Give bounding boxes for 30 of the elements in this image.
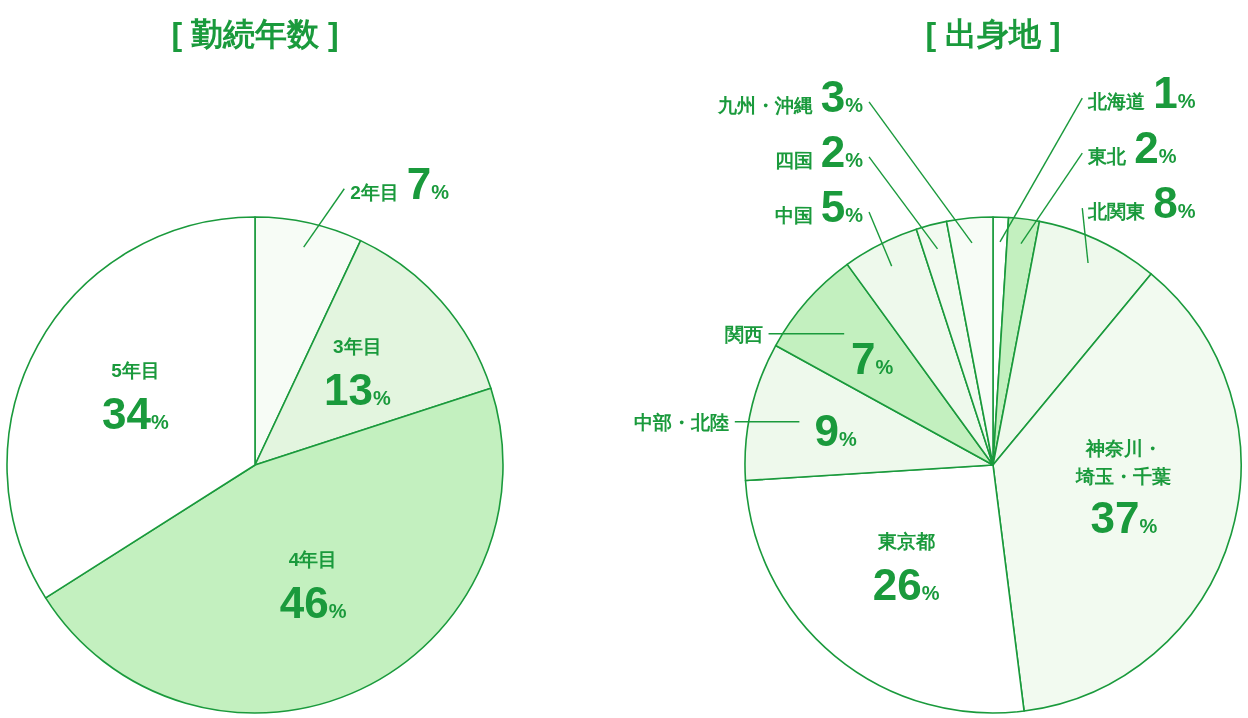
slice-label: 中国 — [774, 204, 813, 226]
data-label: 26% — [872, 560, 940, 610]
slice-label: 中部・北陸 — [633, 411, 729, 433]
data-label: 7% — [850, 334, 894, 384]
slice-label: 東北 — [1087, 146, 1128, 168]
slice-label: 関西 — [724, 323, 763, 345]
slice-label: 神奈川・埼玉・千葉 — [1075, 438, 1172, 488]
chart-title: [ 勤続年数 ] — [171, 16, 339, 52]
slice-label: 北海道 — [1087, 91, 1146, 113]
data-label: 2% — [1134, 123, 1177, 173]
data-label: 46% — [279, 578, 347, 628]
data-label: 34% — [102, 389, 170, 439]
slice-label: 4年目 — [288, 549, 338, 571]
slice-label: 5年目 — [111, 360, 160, 382]
slice-label: 北関東 — [1087, 201, 1147, 223]
data-label: 1% — [1153, 68, 1196, 118]
slice-label: 3年目 — [333, 335, 382, 357]
data-label: 7% — [406, 158, 450, 208]
data-label: 13% — [323, 364, 391, 414]
data-label: 9% — [814, 405, 858, 455]
data-label: 5% — [820, 181, 864, 231]
slice-label: 2年目 — [350, 181, 399, 203]
data-label: 37% — [1090, 493, 1158, 543]
data-label: 3% — [820, 71, 864, 121]
data-label: 2% — [820, 126, 864, 176]
slice-label: 東京都 — [876, 531, 935, 553]
slice-label: 九州・沖縄 — [716, 94, 813, 116]
data-label: 8% — [1153, 178, 1196, 228]
chart-title: [ 出身地 ] — [925, 16, 1061, 52]
slice-label: 四国 — [774, 149, 813, 171]
